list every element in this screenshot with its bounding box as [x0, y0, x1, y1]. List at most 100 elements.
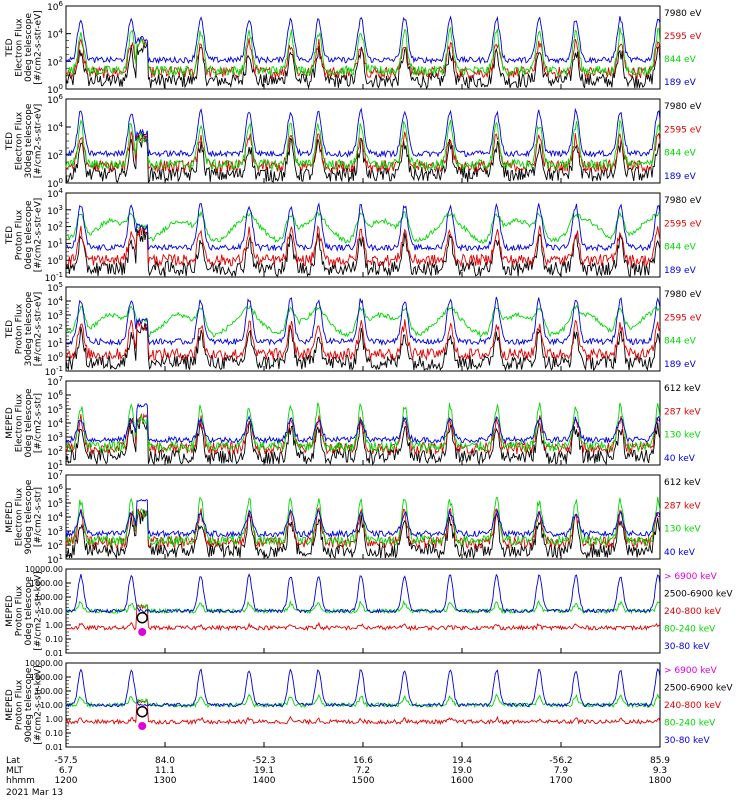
- legend-entry: 612 keV: [664, 478, 701, 488]
- series-4-trace: [65, 202, 661, 253]
- y-tick-label: 10-1: [45, 271, 63, 284]
- y-tick-label: 10000.00: [25, 565, 63, 574]
- y-tick-label: 103: [47, 525, 63, 538]
- series-1-marker: [138, 628, 147, 636]
- legend-entry: 40 keV: [664, 454, 696, 464]
- series-4-trace: [65, 499, 661, 539]
- y-axis-label-line: [#/cm2-s-str]: [34, 393, 44, 453]
- series-1-trace: [65, 132, 661, 184]
- legend-entry: 30-80 keV: [664, 736, 710, 746]
- series-1-trace: [65, 227, 661, 278]
- series-2-marker: [136, 705, 148, 718]
- x-tick-mlt: 19.0: [452, 766, 472, 776]
- y-tick-label: 0.10: [45, 635, 63, 644]
- legend-entry: 240-800 keV: [664, 701, 722, 711]
- series-3-trace: [65, 699, 661, 726]
- x-tick-hhmm: 1600: [451, 776, 474, 786]
- legend-entry: 189 eV: [664, 78, 697, 88]
- y-axis-label-line: [#/cm2-s-str-eV]: [34, 198, 44, 273]
- series-1-trace: [65, 42, 661, 90]
- x-tick-lat: 85.9: [650, 756, 670, 766]
- legend-entry: 2595 eV: [664, 313, 702, 323]
- y-tick-label: 103: [47, 204, 63, 217]
- x-tick-hhmm: 1700: [550, 776, 573, 786]
- y-axis-label-line: 90deg telescope: [24, 667, 34, 742]
- y-axis-label-line: MEPED: [5, 501, 15, 533]
- series-3-trace: [65, 603, 661, 632]
- y-tick-label: 100: [47, 177, 63, 190]
- y-tick-label: 102: [47, 323, 63, 336]
- x-tick-lat: 16.6: [353, 756, 373, 766]
- series-2-trace: [65, 225, 661, 268]
- x-tick-hhmm: 1300: [154, 776, 177, 786]
- legend-entry: 130 keV: [664, 525, 701, 535]
- legend-entry: 240-800 keV: [664, 607, 722, 617]
- legend-entry: 844 eV: [664, 149, 697, 159]
- y-tick-label: 100: [47, 351, 63, 364]
- y-axis-label-line: [#/cm2-s-str-eV]: [34, 10, 44, 85]
- y-axis-label-line: Proton Flux: [15, 679, 25, 730]
- y-tick-label: 102: [47, 445, 63, 458]
- y-tick-label: 103: [47, 431, 63, 444]
- y-tick-label: 102: [47, 55, 63, 68]
- y-tick-label: 105: [47, 497, 63, 510]
- legend-entry: 7980 eV: [664, 9, 702, 19]
- y-axis-label-line: 0deg telescope: [24, 576, 34, 646]
- y-axis-label-line: Electron Flux: [15, 18, 25, 77]
- date-label: 2021 Mar 13: [6, 788, 63, 798]
- legend-entry: 40 keV: [664, 548, 696, 558]
- legend-entry: > 6900 keV: [664, 572, 718, 582]
- x-row-label: Lat: [6, 756, 21, 766]
- y-tick-label: 102: [47, 221, 63, 234]
- series-3-trace: [65, 119, 661, 172]
- y-tick-label: 104: [47, 121, 63, 134]
- x-row-label: hhmm: [6, 776, 35, 786]
- series-1-trace: [65, 509, 661, 560]
- y-axis-label-line: [#/cm2-s-str-eV]: [34, 292, 44, 367]
- y-tick-label: 10.00: [40, 607, 63, 616]
- y-axis-label-line: 30deg telescope: [24, 291, 34, 366]
- y-tick-label: 100.00: [35, 593, 63, 602]
- y-tick-label: 107: [47, 375, 63, 388]
- x-tick-lat: -57.5: [54, 756, 77, 766]
- y-axis-label-line: Electron Flux: [15, 111, 25, 170]
- y-tick-label: 10-1: [45, 365, 63, 378]
- legend-entry: 844 eV: [664, 55, 697, 65]
- y-tick-label: 100.00: [35, 687, 63, 696]
- series-4-trace: [65, 15, 661, 65]
- legend-entry: 287 keV: [664, 407, 701, 417]
- legend-entry: 2595 eV: [664, 32, 702, 42]
- y-tick-label: 103: [47, 309, 63, 322]
- x-tick-mlt: 7.9: [554, 766, 569, 776]
- y-tick-label: 101: [47, 459, 63, 472]
- x-tick-hhmm: 1200: [55, 776, 78, 786]
- y-axis-label-line: Proton Flux: [15, 303, 25, 354]
- y-tick-label: 106: [47, 0, 63, 13]
- y-tick-label: 101: [47, 237, 63, 250]
- legend-entry: 189 eV: [664, 266, 697, 276]
- x-tick-lat: -52.3: [252, 756, 275, 766]
- x-tick-lat: 19.4: [452, 756, 472, 766]
- y-tick-label: 102: [47, 149, 63, 162]
- y-tick-label: 0.01: [45, 743, 63, 752]
- legend-entry: 80-240 keV: [664, 625, 716, 635]
- y-tick-label: 100: [47, 83, 63, 96]
- panel-8: 0.01 0.10 1.00 10.00 100.00 1000.00 10000.00 ME…: [5, 659, 733, 752]
- x-row-label: MLT: [6, 766, 24, 776]
- legend-entry: 2595 eV: [664, 125, 702, 135]
- panel-7: 0.01 0.10 1.00 10.00 100.00 1000.00 10000.00 ME…: [5, 565, 733, 658]
- series-1-marker: [138, 722, 147, 730]
- y-tick-label: 101: [47, 553, 63, 566]
- legend-entry: 287 keV: [664, 501, 701, 511]
- y-tick-label: 104: [47, 417, 63, 430]
- y-axis-label-line: TED: [5, 226, 15, 245]
- legend-entry: 2500-6900 keV: [664, 684, 733, 694]
- y-tick-label: 106: [47, 483, 63, 496]
- y-axis-label-line: 90deg telescope: [24, 479, 34, 554]
- y-axis-label-line: TED: [5, 320, 15, 339]
- y-tick-label: 10000.00: [25, 659, 63, 668]
- series-4-trace: [65, 402, 661, 445]
- x-tick-mlt: 11.1: [155, 766, 175, 776]
- series-3-trace: [65, 402, 661, 454]
